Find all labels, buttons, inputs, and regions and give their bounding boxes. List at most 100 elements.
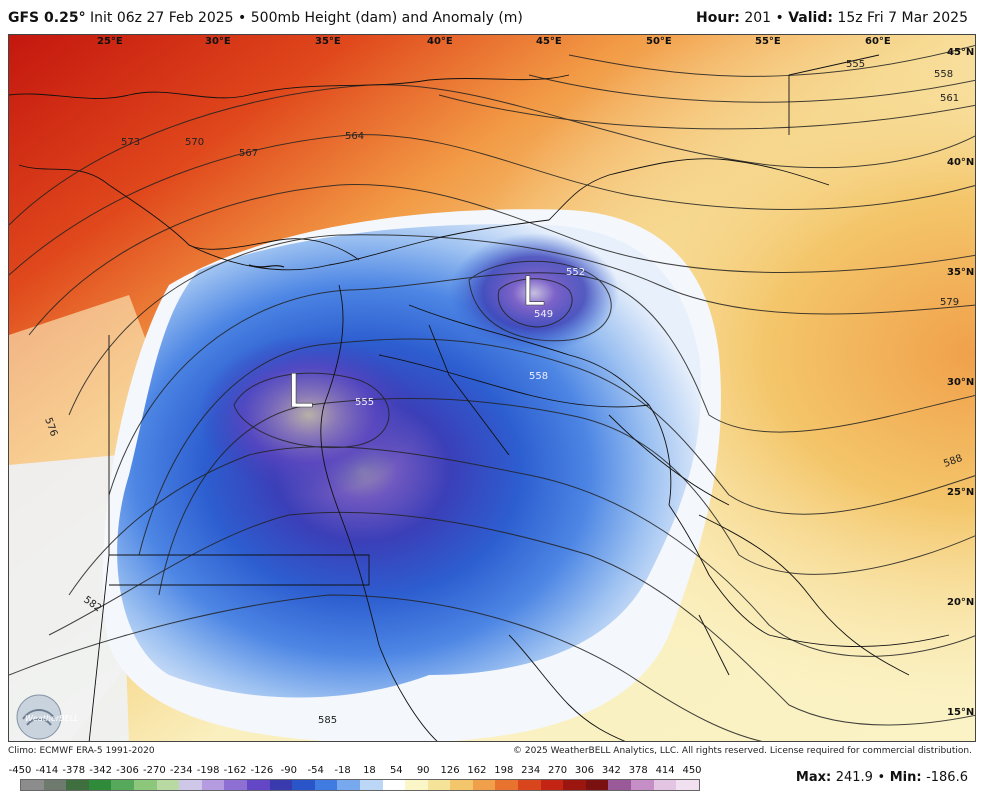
logo-text: WeatherBELL — [25, 714, 79, 723]
valid-bullet: • — [775, 10, 784, 26]
west-neutral-area — [9, 455, 129, 741]
colorbar-tick-label: -414 — [35, 765, 59, 776]
colorbar-segment — [382, 780, 406, 790]
colorbar-segment — [631, 780, 654, 790]
colorbar-tick-label: -18 — [334, 765, 351, 776]
weather-map[interactable]: L L 555 558 561 564 567 570 573 576 579 … — [8, 34, 976, 742]
contour-label: 570 — [185, 137, 204, 148]
colorbar-tick-label: -126 — [250, 765, 274, 776]
product-name: 500mb Height (dam) and Anomaly (m) — [250, 10, 523, 26]
colorbar-segment — [495, 780, 519, 790]
contour-label: 585 — [318, 715, 337, 726]
max-label: Max: — [795, 770, 832, 785]
chart-title: GFS 0.25° Init 06z 27 Feb 2025 • 500mb H… — [8, 10, 523, 26]
colorbar-segment — [179, 780, 202, 790]
contour-label: 558 — [529, 371, 548, 382]
title-bullet: • — [238, 10, 247, 26]
colorbar-segment — [563, 780, 586, 790]
contour-label: 552 — [566, 267, 585, 278]
contour-label: 561 — [940, 93, 959, 104]
lat-label: 35°N — [947, 267, 974, 278]
colorbar-tick-label: 234 — [521, 765, 541, 776]
colorbar-tick-label: 450 — [682, 765, 702, 776]
anomaly-colorbar — [20, 779, 700, 791]
colorbar-tick-label: 414 — [655, 765, 675, 776]
climo-note: Climo: ECMWF ERA-5 1991-2020 — [8, 746, 155, 756]
degree-mark: ° — [78, 10, 86, 26]
weatherbell-logo: WeatherBELL — [16, 694, 79, 740]
contour-label: 573 — [121, 137, 140, 148]
low-pressure-symbol-east: L — [522, 269, 545, 315]
valid-time-info: Hour: 201 • Valid: 15z Fri 7 Mar 2025 — [696, 10, 968, 26]
colorbar-segment — [540, 780, 564, 790]
colorbar-segment — [518, 780, 541, 790]
colorbar-tick-labels: -450 -414 -378 -342 -306 -270 -234 -198 -162 -126… — [9, 765, 704, 777]
hour-label: Hour: — [696, 10, 740, 26]
contour-label: 549 — [534, 309, 553, 320]
lon-label: 30°E — [205, 36, 231, 47]
colorbar-segment — [676, 780, 699, 790]
eastern-low-core — [449, 233, 619, 353]
colorbar-tick-label: 90 — [416, 765, 430, 776]
copyright-note: © 2025 WeatherBELL Analytics, LLC. All r… — [513, 746, 972, 756]
min-value: -186.6 — [926, 770, 968, 785]
colorbar-segment — [133, 780, 157, 790]
colorbar-segment — [427, 780, 451, 790]
longitude-labels: 25°E 30°E 35°E 40°E 45°E 50°E 55°E 60°E — [97, 36, 891, 47]
lon-label: 25°E — [97, 36, 123, 47]
colorbar-segment — [314, 780, 338, 790]
colorbar-tick-label: 198 — [494, 765, 514, 776]
init-time: Init 06z 27 Feb 2025 — [90, 10, 234, 26]
lon-label: 40°E — [427, 36, 453, 47]
colorbar-segment — [246, 780, 270, 790]
model-name: GFS 0.25 — [8, 10, 79, 26]
lat-label: 30°N — [947, 377, 974, 388]
colorbar-segment — [608, 780, 632, 790]
low-pressure-symbol-west: L — [287, 364, 313, 418]
colorbar-tick-label: -90 — [280, 765, 297, 776]
colorbar-tick-label: -378 — [62, 765, 86, 776]
height-contours — [9, 44, 975, 741]
contour-label: 564 — [345, 131, 364, 142]
colorbar-segment — [224, 780, 247, 790]
stats-separator: • — [877, 770, 886, 785]
latitude-labels: 45°N 40°N 35°N 30°N 25°N 20°N 15°N — [947, 47, 974, 718]
colorbar-tick-label: -270 — [143, 765, 166, 776]
contour-label: 555 — [846, 59, 865, 70]
colorbar-tick-label: -306 — [116, 765, 139, 776]
valid-value: 15z Fri 7 Mar 2025 — [837, 10, 968, 26]
contour-label: 579 — [940, 297, 959, 308]
colorbar-segment — [450, 780, 473, 790]
lat-label: 45°N — [947, 47, 974, 58]
valid-label: Valid: — [788, 10, 833, 26]
colorbar-segment — [269, 780, 293, 790]
colorbar-tick-label: -54 — [307, 765, 324, 776]
colorbar-tick-label: 378 — [628, 765, 648, 776]
colorbar-tick-label: 18 — [363, 765, 376, 776]
colorbar-tick-label: 342 — [601, 765, 621, 776]
max-value: 241.9 — [835, 770, 873, 785]
colorbar-tick-label: 162 — [467, 765, 487, 776]
colorbar-tick-label: 54 — [389, 765, 403, 776]
lat-label: 15°N — [947, 707, 974, 718]
lon-label: 60°E — [865, 36, 891, 47]
colorbar-segment — [156, 780, 180, 790]
colorbar-segment — [585, 780, 609, 790]
lat-label: 40°N — [947, 157, 974, 168]
colorbar-segment — [292, 780, 315, 790]
lon-label: 35°E — [315, 36, 341, 47]
geographic-boundaries — [9, 54, 950, 741]
colorbar-tick-label: 270 — [548, 765, 568, 776]
colorbar-tick-label: -234 — [169, 765, 193, 776]
colorbar-segment — [472, 780, 496, 790]
colorbar-segment — [88, 780, 112, 790]
lon-label: 45°E — [536, 36, 562, 47]
map-canvas: L L 555 558 561 564 567 570 573 576 579 … — [9, 35, 975, 741]
colorbar-segment — [653, 780, 677, 790]
lon-label: 50°E — [646, 36, 672, 47]
colorbar-segment — [201, 780, 225, 790]
lat-label: 25°N — [947, 487, 974, 498]
lat-label: 20°N — [947, 597, 974, 608]
colorbar-tick-label: 306 — [574, 765, 595, 776]
colorbar-tick-label: -450 — [8, 765, 32, 776]
